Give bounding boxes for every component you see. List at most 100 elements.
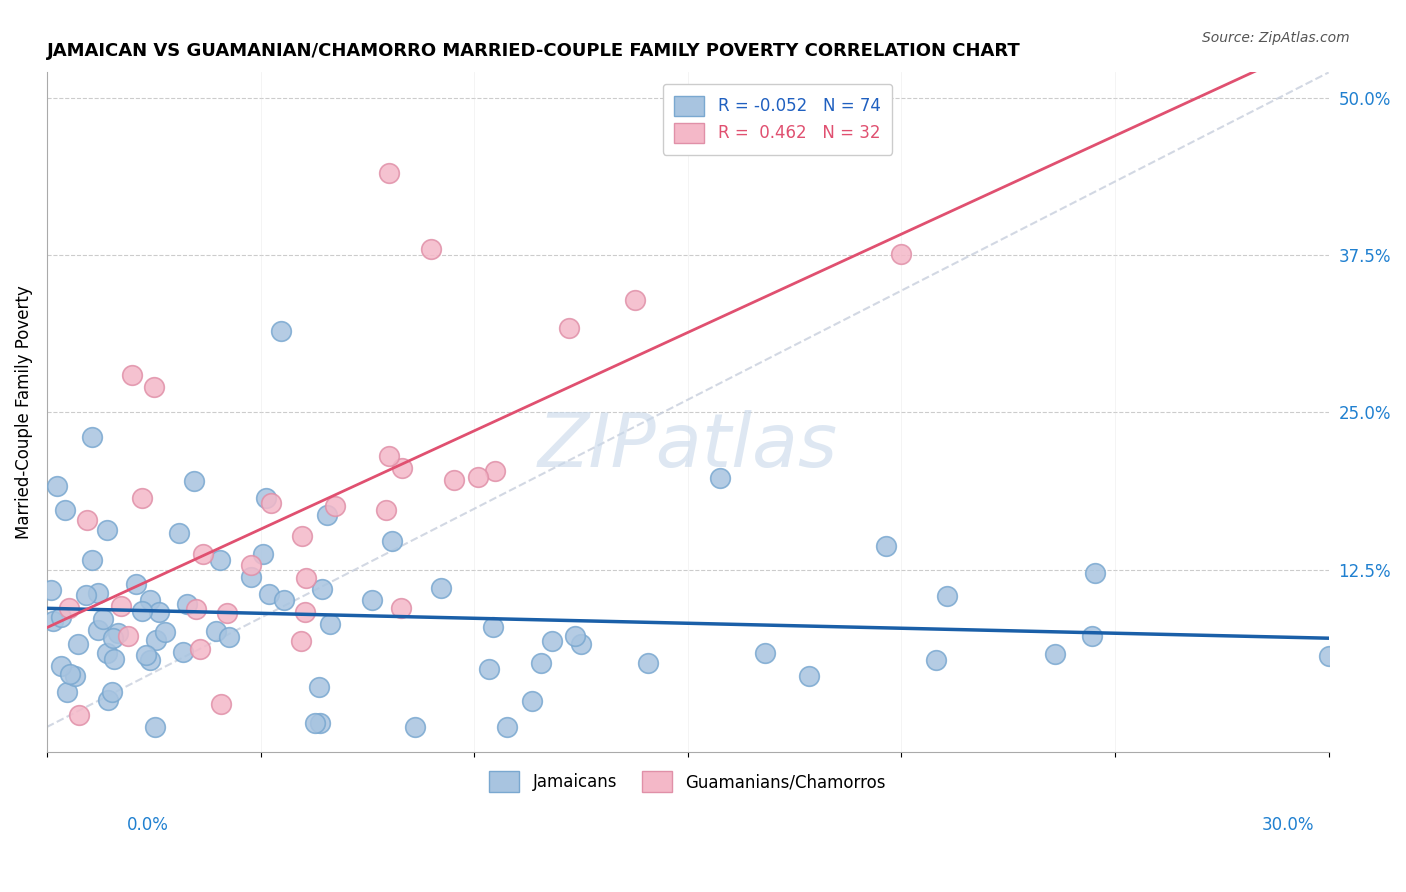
Point: [360, 593, 382, 607]
Point: [58, 600, 80, 615]
Point: [145, 720, 167, 734]
Point: [96, 523, 118, 537]
Point: [294, 606, 316, 620]
Point: [375, 503, 398, 517]
Point: [799, 669, 821, 683]
Point: [709, 471, 731, 485]
Point: [291, 529, 314, 543]
Point: [308, 680, 330, 694]
Point: [86, 586, 108, 600]
Point: [91, 612, 114, 626]
Point: [218, 630, 240, 644]
Point: [429, 581, 451, 595]
Point: [1043, 648, 1066, 662]
Point: [42, 614, 65, 628]
Point: [188, 642, 211, 657]
Point: [117, 629, 139, 643]
Point: [637, 656, 659, 670]
Point: [148, 605, 170, 619]
Point: [172, 645, 194, 659]
Point: [309, 716, 332, 731]
Point: [323, 499, 346, 513]
Text: JAMAICAN VS GUAMANIAN/CHAMORRO MARRIED-COUPLE FAMILY POVERTY CORRELATION CHART: JAMAICAN VS GUAMANIAN/CHAMORRO MARRIED-C…: [46, 42, 1021, 60]
Point: [936, 589, 959, 603]
Point: [569, 637, 592, 651]
Point: [239, 558, 262, 572]
Point: [875, 539, 897, 553]
Point: [240, 570, 263, 584]
Point: [107, 625, 129, 640]
Point: [252, 547, 274, 561]
Point: [290, 633, 312, 648]
Point: [558, 321, 581, 335]
Point: [378, 449, 401, 463]
Y-axis label: Married-Couple Family Poverty: Married-Couple Family Poverty: [15, 285, 32, 539]
Point: [184, 602, 207, 616]
Point: [467, 470, 489, 484]
Point: [260, 495, 283, 509]
Point: [1080, 629, 1102, 643]
Point: [80, 553, 103, 567]
Point: [495, 720, 517, 734]
Point: [217, 606, 239, 620]
Point: [1317, 649, 1340, 664]
Point: [256, 491, 278, 505]
Point: [391, 461, 413, 475]
Point: [209, 698, 232, 712]
Point: [520, 694, 543, 708]
Point: [176, 598, 198, 612]
Point: [142, 380, 165, 394]
Point: [890, 246, 912, 260]
Point: [319, 617, 342, 632]
Point: [96, 646, 118, 660]
Point: [56, 684, 79, 698]
Point: [97, 693, 120, 707]
Point: [49, 610, 72, 624]
Point: [623, 293, 645, 307]
Point: [183, 474, 205, 488]
Point: [270, 324, 292, 338]
Point: [139, 592, 162, 607]
Point: [131, 491, 153, 506]
Text: ZIPatlas: ZIPatlas: [537, 410, 838, 483]
Point: [420, 242, 443, 256]
Point: [273, 593, 295, 607]
Text: 30.0%: 30.0%: [1263, 816, 1315, 834]
Point: [484, 464, 506, 478]
Point: [66, 637, 89, 651]
Point: [67, 708, 90, 723]
Point: [478, 662, 501, 676]
Point: [101, 631, 124, 645]
Point: [315, 508, 337, 523]
Point: [404, 720, 426, 734]
Point: [59, 667, 82, 681]
Point: [564, 629, 586, 643]
Point: [295, 571, 318, 585]
Point: [377, 166, 399, 180]
Point: [53, 503, 76, 517]
Point: [541, 634, 564, 648]
Point: [86, 624, 108, 638]
Point: [103, 652, 125, 666]
Point: [754, 646, 776, 660]
Text: Source: ZipAtlas.com: Source: ZipAtlas.com: [1202, 31, 1350, 45]
Text: 0.0%: 0.0%: [127, 816, 169, 834]
Point: [121, 368, 143, 382]
Point: [46, 478, 69, 492]
Legend: Jamaicans, Guamanians/Chamorros: Jamaicans, Guamanians/Chamorros: [477, 758, 900, 805]
Point: [389, 601, 412, 615]
Point: [925, 653, 948, 667]
Point: [135, 648, 157, 663]
Point: [39, 582, 62, 597]
Point: [1084, 566, 1107, 581]
Point: [125, 577, 148, 591]
Point: [101, 684, 124, 698]
Point: [153, 624, 176, 639]
Point: [209, 553, 232, 567]
Point: [82, 430, 104, 444]
Point: [76, 513, 98, 527]
Point: [145, 632, 167, 647]
Point: [381, 533, 404, 548]
Point: [75, 588, 97, 602]
Point: [259, 586, 281, 600]
